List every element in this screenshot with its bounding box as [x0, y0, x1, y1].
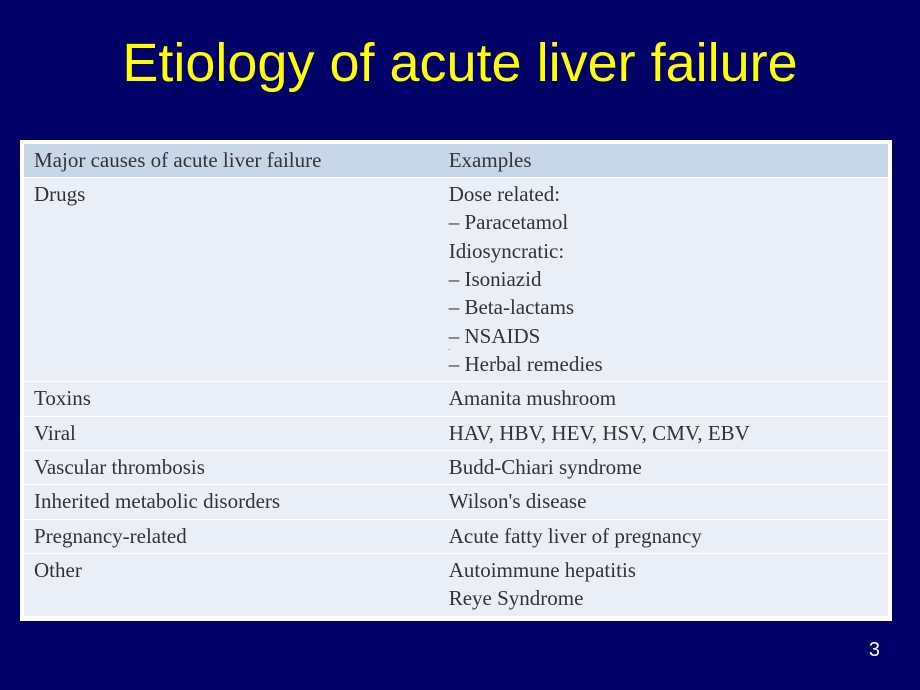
- cell-examples: Acute fatty liver of pregnancy: [439, 519, 888, 553]
- table-row: Inherited metabolic disordersWilson's di…: [24, 485, 888, 519]
- etiology-table-container: Major causes of acute liver failure Exam…: [20, 140, 892, 621]
- cell-examples: Amanita mushroom: [439, 382, 888, 416]
- center-marker: .: [448, 342, 451, 353]
- table-body: DrugsDose related:– ParacetamolIdiosyncr…: [24, 178, 888, 617]
- cell-cause: Toxins: [24, 382, 439, 416]
- cell-examples: Autoimmune hepatitisReye Syndrome: [439, 554, 888, 617]
- table-header-examples: Examples: [439, 144, 888, 178]
- table-header-causes: Major causes of acute liver failure: [24, 144, 439, 178]
- table-row: ViralHAV, HBV, HEV, HSV, CMV, EBV: [24, 416, 888, 450]
- table-header-row: Major causes of acute liver failure Exam…: [24, 144, 888, 178]
- cell-examples: HAV, HBV, HEV, HSV, CMV, EBV: [439, 416, 888, 450]
- cell-cause: Pregnancy-related: [24, 519, 439, 553]
- table-row: Vascular thrombosisBudd-Chiari syndrome: [24, 451, 888, 485]
- cell-cause: Vascular thrombosis: [24, 451, 439, 485]
- slide-title: Etiology of acute liver failure: [0, 0, 920, 122]
- etiology-table: Major causes of acute liver failure Exam…: [24, 144, 888, 617]
- table-row: ToxinsAmanita mushroom: [24, 382, 888, 416]
- cell-cause: Inherited metabolic disorders: [24, 485, 439, 519]
- cell-cause: Viral: [24, 416, 439, 450]
- cell-examples: Budd-Chiari syndrome: [439, 451, 888, 485]
- page-number: 3: [869, 639, 880, 662]
- table-row: Pregnancy-relatedAcute fatty liver of pr…: [24, 519, 888, 553]
- cell-cause: Drugs: [24, 178, 439, 382]
- cell-examples: Dose related:– ParacetamolIdiosyncratic:…: [439, 178, 888, 382]
- table-row: OtherAutoimmune hepatitisReye Syndrome: [24, 554, 888, 617]
- cell-cause: Other: [24, 554, 439, 617]
- table-row: DrugsDose related:– ParacetamolIdiosyncr…: [24, 178, 888, 382]
- cell-examples: Wilson's disease: [439, 485, 888, 519]
